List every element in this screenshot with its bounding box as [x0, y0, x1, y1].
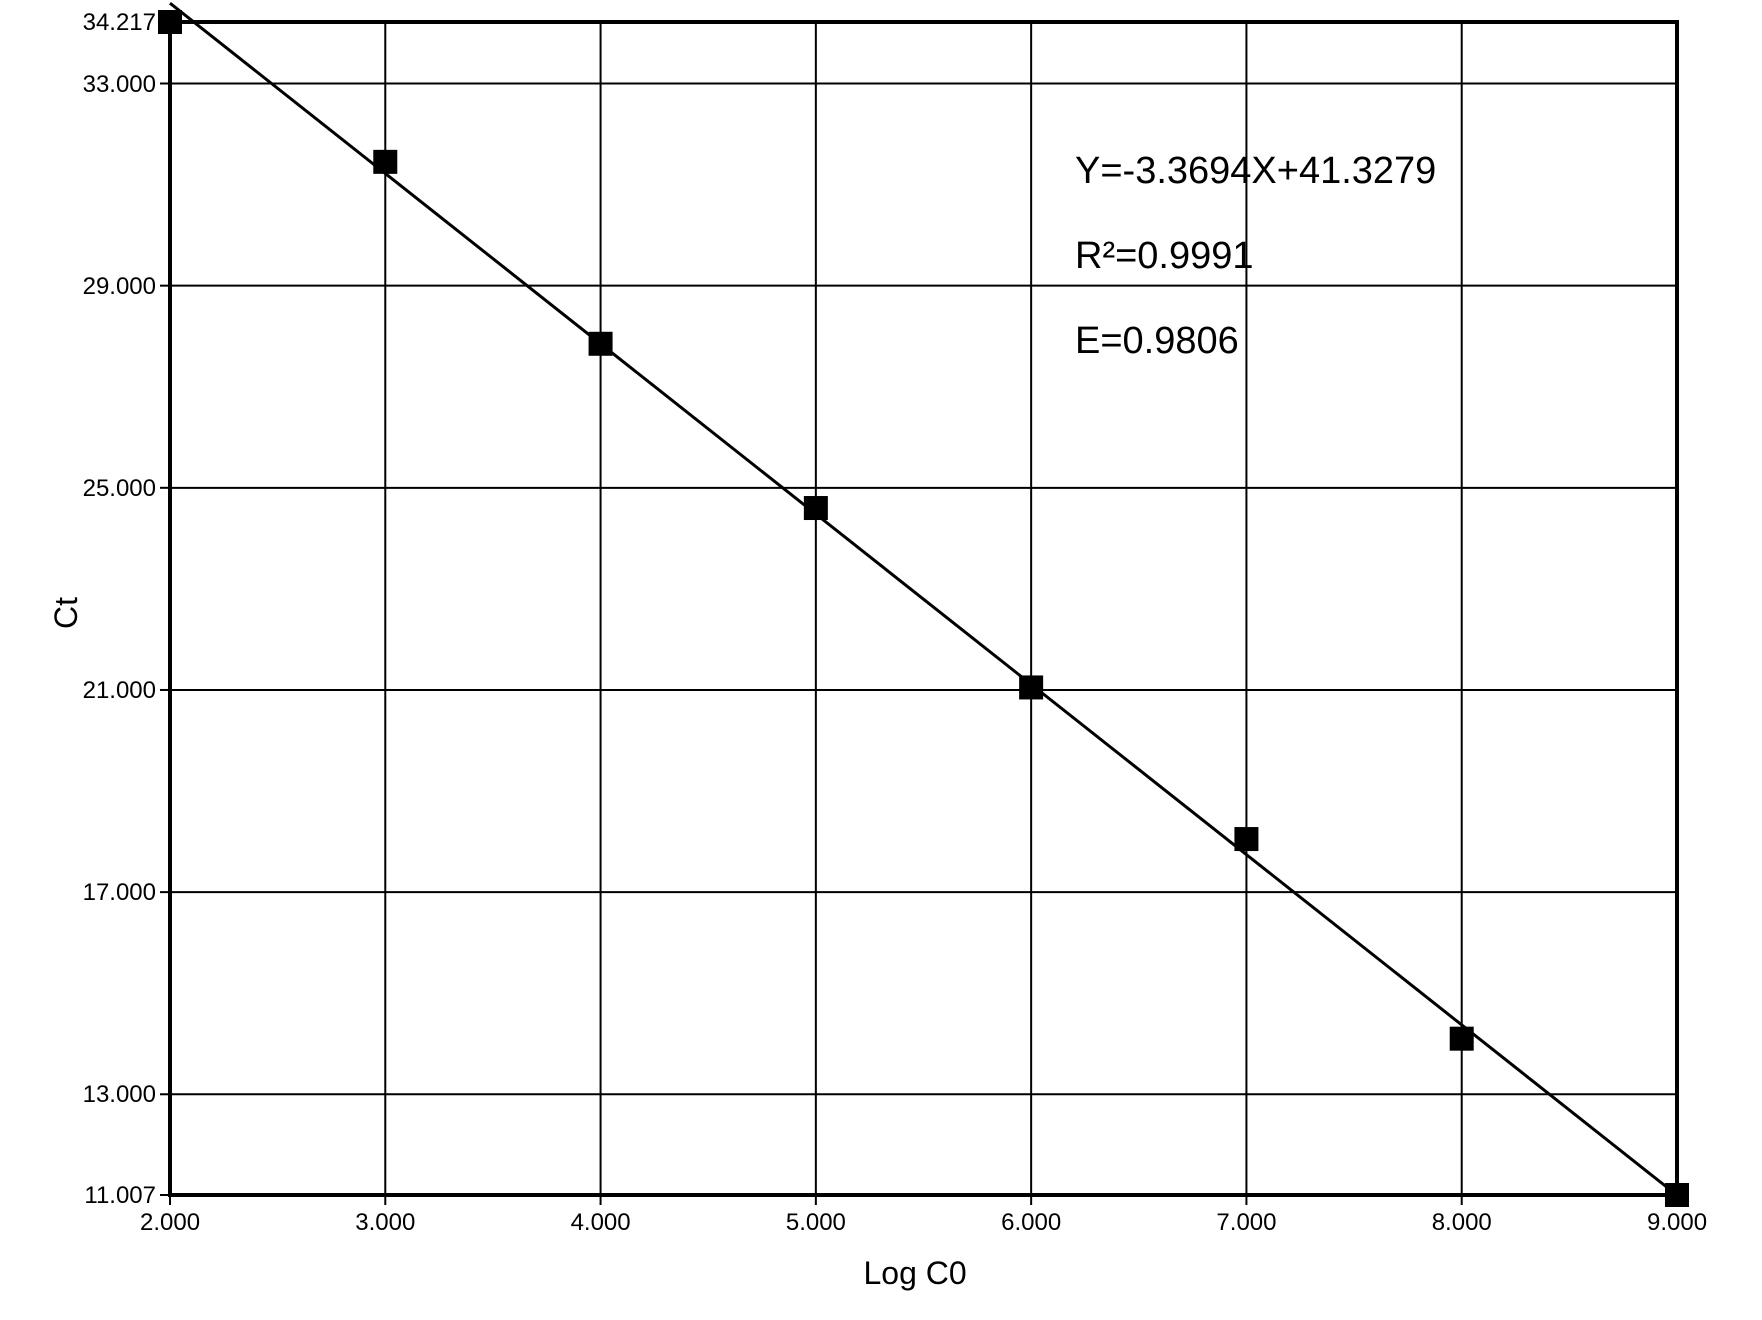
regression-equation: Y=-3.3694X+41.3279: [1075, 150, 1436, 193]
y-tick-label: 25.000: [83, 475, 156, 503]
chart-svg: [0, 0, 1762, 1320]
x-tick-label: 9.000: [1647, 1209, 1707, 1237]
y-tick-label: 33.000: [83, 71, 156, 99]
standard-curve-chart: Ct Log C0 Y=-3.3694X+41.3279 R²=0.9991 E…: [0, 0, 1762, 1320]
x-tick-label: 6.000: [1001, 1209, 1061, 1237]
y-tick-label: 29.000: [83, 273, 156, 301]
r-squared-value: R²=0.9991: [1075, 235, 1254, 278]
efficiency-value: E=0.9806: [1075, 320, 1239, 363]
x-tick-label: 5.000: [786, 1209, 846, 1237]
x-tick-label: 3.000: [355, 1209, 415, 1237]
x-tick-label: 8.000: [1432, 1209, 1492, 1237]
x-tick-label: 4.000: [571, 1209, 631, 1237]
x-tick-label: 2.000: [140, 1209, 200, 1237]
x-axis-label: Log C0: [864, 1255, 967, 1292]
y-tick-label: 13.000: [83, 1081, 156, 1109]
y-tick-label: 17.000: [83, 879, 156, 907]
y-tick-label: 21.000: [83, 677, 156, 705]
y-axis-label: Ct: [48, 597, 85, 629]
x-tick-label: 7.000: [1216, 1209, 1276, 1237]
y-tick-label: 34.217: [83, 9, 156, 37]
y-tick-label: 11.007: [84, 1182, 156, 1210]
